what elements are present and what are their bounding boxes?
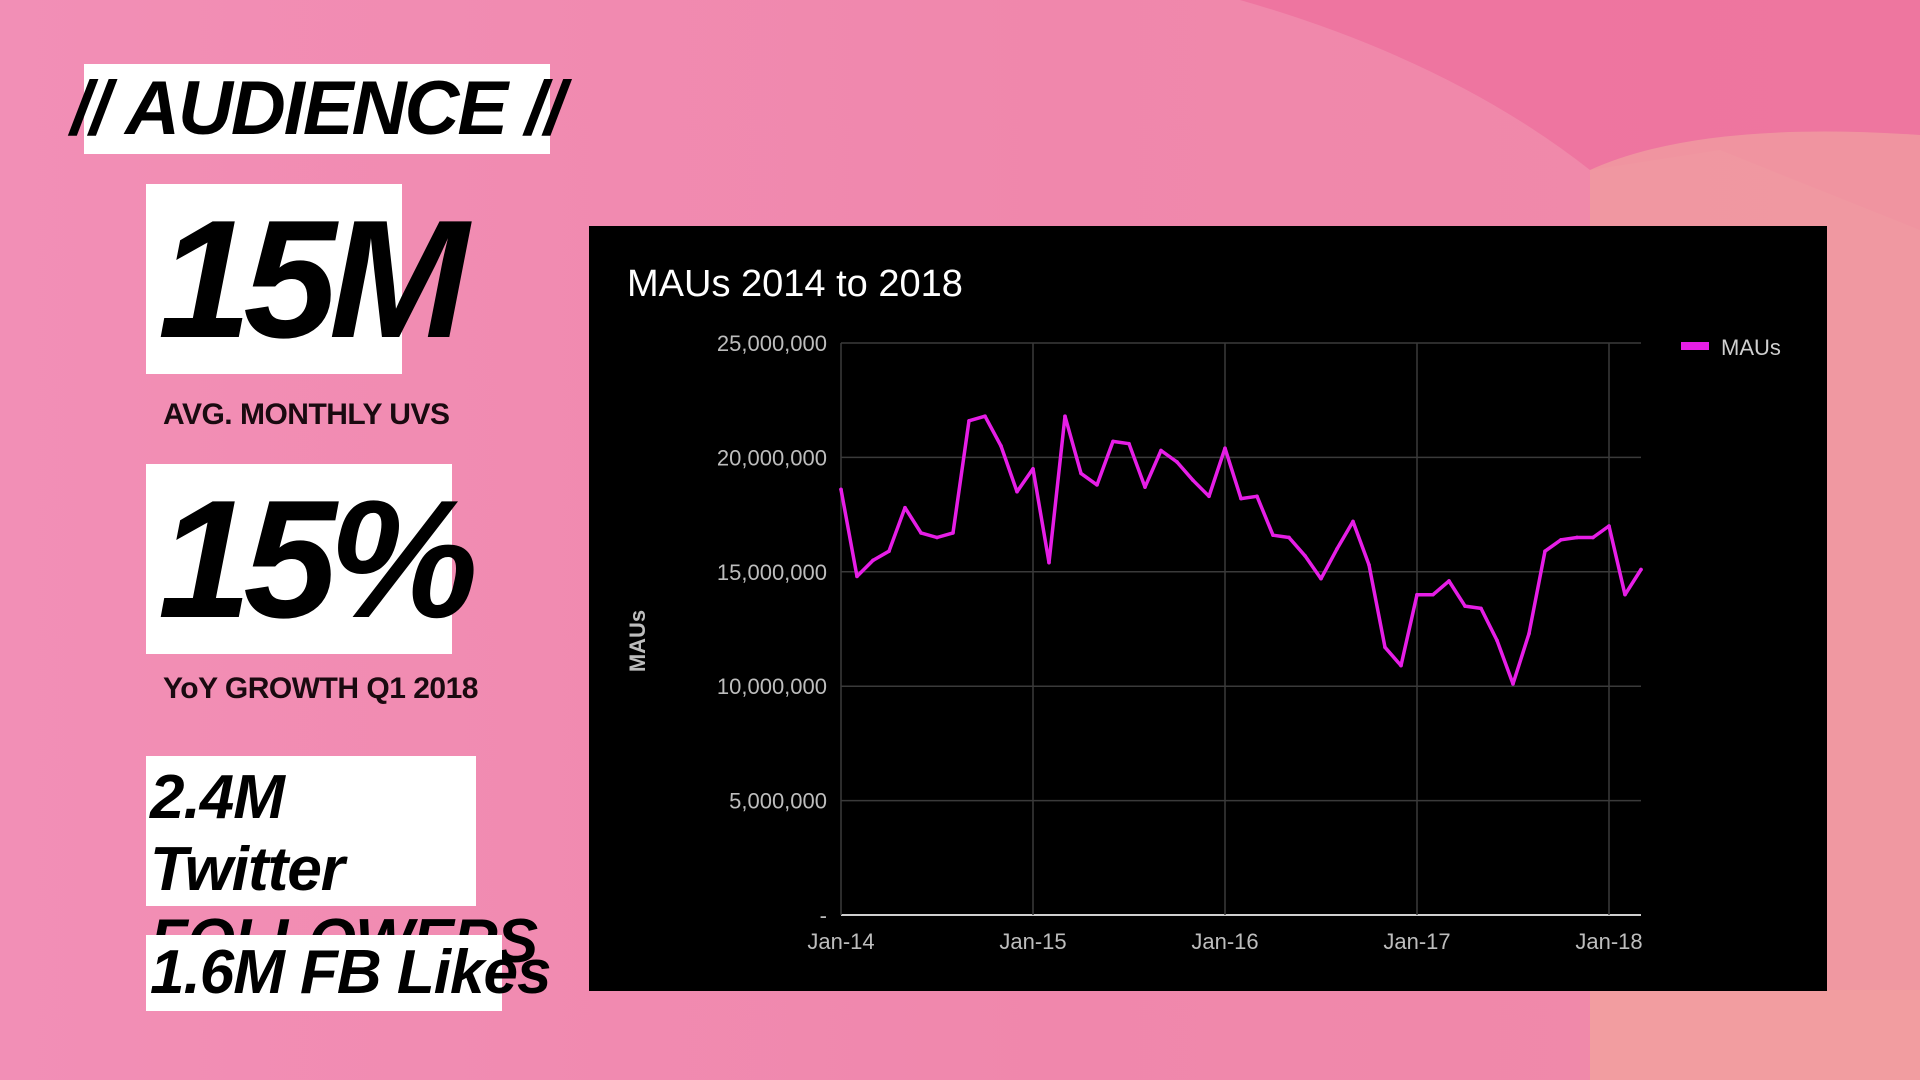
y-axis-ticks: - 5,000,000 10,000,000 15,000,000 20,000,000… bbox=[717, 331, 827, 928]
series-line-maus bbox=[839, 414, 1643, 686]
data-point bbox=[1095, 483, 1099, 487]
data-point bbox=[1495, 638, 1499, 643]
data-point bbox=[1335, 547, 1339, 551]
series-layer bbox=[839, 414, 1643, 686]
data-point bbox=[1159, 448, 1163, 453]
data-point bbox=[1271, 533, 1275, 537]
data-point bbox=[1383, 645, 1387, 650]
data-point bbox=[935, 535, 939, 540]
y-tick-label: 10,000,000 bbox=[717, 674, 827, 699]
data-point bbox=[1015, 489, 1019, 494]
x-tick-label: Jan-17 bbox=[1383, 929, 1450, 954]
data-point bbox=[1575, 535, 1579, 540]
mau-line-chart: MAUs 2014 to 2018 MAUs - 5,000,000 10,000,… bbox=[625, 263, 1781, 954]
data-point bbox=[1063, 414, 1067, 419]
data-point bbox=[1191, 478, 1195, 483]
data-point bbox=[1527, 631, 1531, 636]
y-tick-label: 20,000,000 bbox=[717, 445, 827, 470]
data-point bbox=[1607, 524, 1611, 528]
chart-legend: MAUs bbox=[1681, 335, 1781, 360]
data-point bbox=[1479, 606, 1483, 611]
data-point bbox=[887, 549, 891, 554]
chart-panel: MAUs 2014 to 2018 MAUs - 5,000,000 10,000,… bbox=[589, 226, 1827, 991]
data-point bbox=[1319, 576, 1323, 581]
stat-yoy-growth-label: YoY GROWTH Q1 2018 bbox=[163, 672, 478, 705]
data-point bbox=[1559, 537, 1563, 542]
data-point bbox=[1143, 485, 1147, 489]
legend-label-maus: MAUs bbox=[1721, 335, 1781, 360]
stat-monthly-uvs-label: AVG. MONTHLY UVS bbox=[163, 398, 450, 431]
data-point bbox=[1431, 592, 1435, 597]
x-tick-label: Jan-18 bbox=[1575, 929, 1642, 954]
data-point bbox=[1223, 446, 1227, 451]
data-point bbox=[1031, 467, 1035, 471]
data-point bbox=[1623, 592, 1627, 597]
grid-lines bbox=[840, 342, 1641, 916]
data-point bbox=[967, 418, 971, 423]
data-point bbox=[919, 531, 923, 535]
data-point bbox=[1351, 519, 1355, 524]
data-point bbox=[1079, 471, 1083, 476]
stat-yoy-growth-value: 15% bbox=[146, 464, 478, 654]
data-point bbox=[1111, 439, 1115, 444]
twitter-followers-stat: 2.4M Twitter FOLLOWERS bbox=[146, 756, 538, 976]
data-point bbox=[1591, 535, 1595, 540]
data-point bbox=[1415, 592, 1419, 597]
data-point bbox=[855, 574, 859, 579]
y-axis-label: MAUs bbox=[625, 610, 650, 672]
y-tick-label: 15,000,000 bbox=[717, 560, 827, 585]
data-point bbox=[1511, 682, 1515, 686]
data-point bbox=[951, 531, 955, 535]
chart-title: MAUs 2014 to 2018 bbox=[627, 263, 963, 305]
data-point bbox=[1255, 494, 1259, 499]
x-axis-ticks: Jan-14 Jan-15 Jan-16 Jan-17 Jan-18 bbox=[807, 929, 1642, 954]
data-point bbox=[1543, 549, 1547, 554]
data-point bbox=[1239, 496, 1243, 501]
data-point bbox=[1463, 604, 1467, 608]
y-tick-label: 25,000,000 bbox=[717, 331, 827, 356]
data-point bbox=[1639, 567, 1643, 572]
x-tick-label: Jan-14 bbox=[807, 929, 874, 954]
x-tick-label: Jan-16 bbox=[1191, 929, 1258, 954]
slide-heading: // AUDIENCE // bbox=[71, 64, 565, 154]
data-point bbox=[1287, 535, 1291, 540]
stat-monthly-uvs-value: 15M bbox=[146, 184, 469, 374]
y-tick-label: 5,000,000 bbox=[729, 789, 827, 814]
data-point bbox=[1047, 560, 1051, 565]
data-point bbox=[1175, 460, 1179, 464]
y-tick-label: - bbox=[820, 903, 827, 928]
data-point bbox=[1367, 563, 1371, 567]
facebook-likes-stat: 1.6M FB Likes bbox=[146, 935, 551, 1011]
data-point bbox=[903, 505, 907, 510]
data-point bbox=[1303, 553, 1307, 558]
data-point bbox=[871, 558, 875, 563]
data-point bbox=[999, 444, 1003, 448]
x-tick-label: Jan-15 bbox=[999, 929, 1066, 954]
legend-swatch-maus bbox=[1681, 342, 1709, 350]
data-point bbox=[1127, 441, 1131, 446]
data-point bbox=[839, 487, 843, 492]
data-point bbox=[1447, 579, 1451, 583]
data-point bbox=[1399, 663, 1403, 668]
data-point bbox=[983, 414, 987, 419]
data-point bbox=[1207, 494, 1211, 499]
